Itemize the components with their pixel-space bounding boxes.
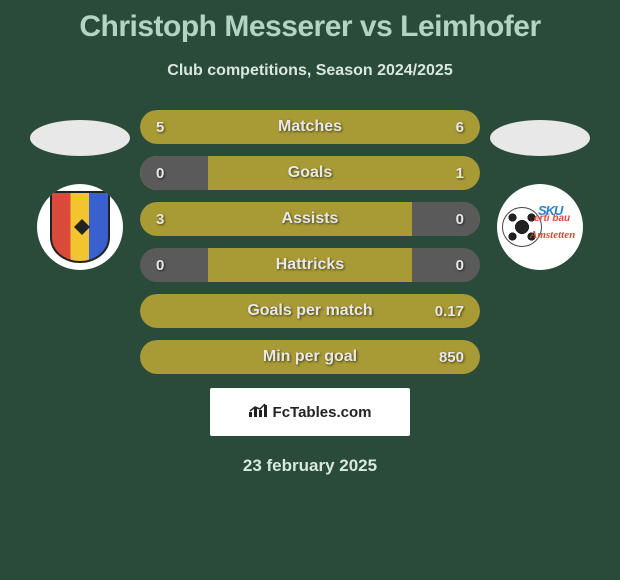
source-link[interactable]: FcTables.com	[210, 388, 410, 436]
club-left-badge	[37, 184, 123, 270]
stat-label: Min per goal	[140, 340, 480, 374]
stat-label: Goals	[140, 156, 480, 190]
stat-right-value: 6	[456, 110, 464, 144]
page-subtitle: Club competitions, Season 2024/2025	[167, 62, 452, 80]
stat-label: Assists	[140, 202, 480, 236]
stat-right-value: 0	[456, 202, 464, 236]
club-left-crest	[50, 191, 110, 263]
page-title: Christoph Messerer vs Leimhofer	[79, 10, 540, 44]
stat-bar-hattricks: 0 Hattricks 0	[140, 248, 480, 282]
date-label: 23 february 2025	[243, 456, 377, 476]
player-left-photo-placeholder	[30, 120, 130, 156]
stat-right-value: 850	[439, 340, 464, 374]
source-label: FcTables.com	[273, 404, 372, 421]
stats-bars: 5 Matches 6 0 Goals 1 3 Assists 0	[140, 110, 480, 374]
stat-bar-matches: 5 Matches 6	[140, 110, 480, 144]
stat-right-value: 1	[456, 156, 464, 190]
stat-right-value: 0	[456, 248, 464, 282]
stat-label: Matches	[140, 110, 480, 144]
player-right-photo-placeholder	[490, 120, 590, 156]
right-player-col: SKU erti bau Amstetten	[480, 110, 600, 270]
stat-bar-mpg: Min per goal 850	[140, 340, 480, 374]
infographic-container: Christoph Messerer vs Leimhofer Club com…	[0, 0, 620, 580]
stat-bar-assists: 3 Assists 0	[140, 202, 480, 236]
club-right-badge: SKU erti bau Amstetten	[497, 184, 583, 270]
left-player-col	[20, 110, 140, 270]
chart-icon	[249, 403, 267, 422]
club-right-text-bot: Amstetten	[530, 229, 575, 241]
content-row: 5 Matches 6 0 Goals 1 3 Assists 0	[0, 110, 620, 374]
club-right-crest: SKU erti bau Amstetten	[500, 201, 580, 253]
club-right-text-mid: erti bau	[534, 213, 570, 224]
stat-label: Goals per match	[140, 294, 480, 328]
stat-label: Hattricks	[140, 248, 480, 282]
stat-bar-gpm: Goals per match 0.17	[140, 294, 480, 328]
stat-bar-goals: 0 Goals 1	[140, 156, 480, 190]
stat-right-value: 0.17	[435, 294, 464, 328]
